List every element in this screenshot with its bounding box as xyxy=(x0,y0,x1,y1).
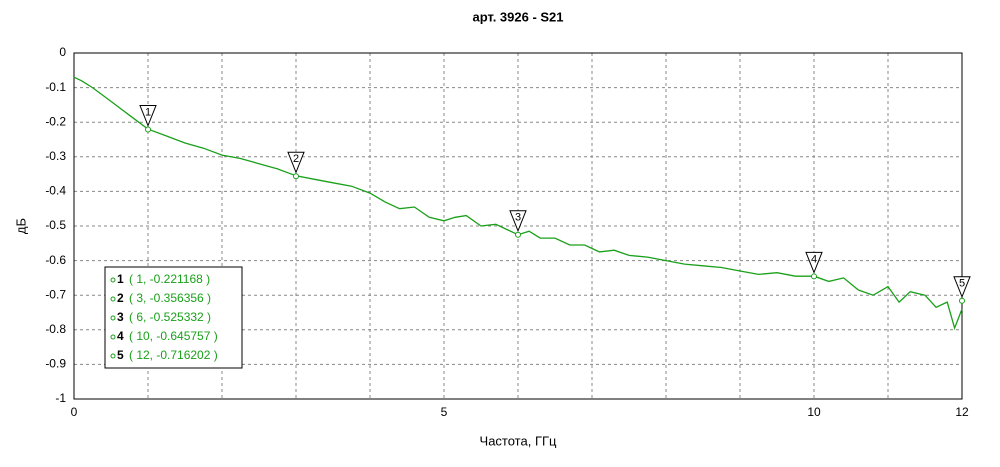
y-tick-label: -0.1 xyxy=(45,80,66,94)
legend-marker xyxy=(110,315,116,321)
marker-label: 5 xyxy=(959,278,965,290)
y-tick-label: -0.6 xyxy=(45,253,66,267)
marker-point xyxy=(811,273,817,280)
legend-number: 3 xyxy=(117,310,124,324)
y-axis-label: дБ xyxy=(13,218,28,234)
x-axis-label: Частота, ГГц xyxy=(480,433,557,448)
marker-label: 4 xyxy=(811,253,817,265)
legend-number: 4 xyxy=(117,329,124,343)
x-tick-label: 5 xyxy=(441,405,448,419)
legend-entry: ( 12, -0.716202 ) xyxy=(129,348,218,362)
marker-point xyxy=(293,173,299,180)
marker-triangle xyxy=(287,151,305,174)
y-tick-label: 0 xyxy=(59,45,66,59)
legend-number: 2 xyxy=(117,291,124,305)
legend-marker xyxy=(110,296,116,302)
legend-number: 5 xyxy=(117,348,124,362)
legend-entry: ( 6, -0.525332 ) xyxy=(129,310,211,324)
y-tick-label: -0.7 xyxy=(45,287,66,301)
y-tick-label: -0.9 xyxy=(45,357,66,371)
y-tick-label: -0.8 xyxy=(45,322,66,336)
y-tick-label: -0.2 xyxy=(45,114,66,128)
y-tick-label: -0.4 xyxy=(45,184,66,198)
legend-number: 1 xyxy=(117,272,124,286)
marker-point xyxy=(959,297,965,304)
legend-marker xyxy=(110,277,116,283)
marker-triangle xyxy=(509,210,527,233)
marker-triangle xyxy=(139,105,157,127)
x-tick-label: 10 xyxy=(807,405,821,419)
marker-label: 1 xyxy=(145,106,151,118)
legend-box xyxy=(104,266,243,369)
x-tick-label: 12 xyxy=(955,405,969,419)
y-tick-label: -1 xyxy=(55,391,66,405)
marker-triangle xyxy=(805,251,823,274)
legend-marker xyxy=(110,334,116,340)
legend-entry: ( 10, -0.645757 ) xyxy=(129,329,218,343)
legend-marker xyxy=(110,353,116,359)
data-line xyxy=(73,76,963,331)
x-tick-label: 0 xyxy=(71,405,78,419)
y-tick-label: -0.3 xyxy=(45,149,66,163)
marker-point xyxy=(515,231,521,238)
plot-frame xyxy=(73,52,963,400)
chart-title: арт. 3926 - S21 xyxy=(472,9,563,24)
marker-point xyxy=(145,126,151,133)
marker-label: 3 xyxy=(515,212,521,224)
marker-label: 2 xyxy=(293,153,299,165)
legend-entry: ( 3, -0.356356 ) xyxy=(129,291,211,305)
legend-entry: ( 1, -0.221168 ) xyxy=(129,272,210,286)
y-tick-label: -0.5 xyxy=(45,218,66,232)
marker-triangle xyxy=(953,276,971,299)
